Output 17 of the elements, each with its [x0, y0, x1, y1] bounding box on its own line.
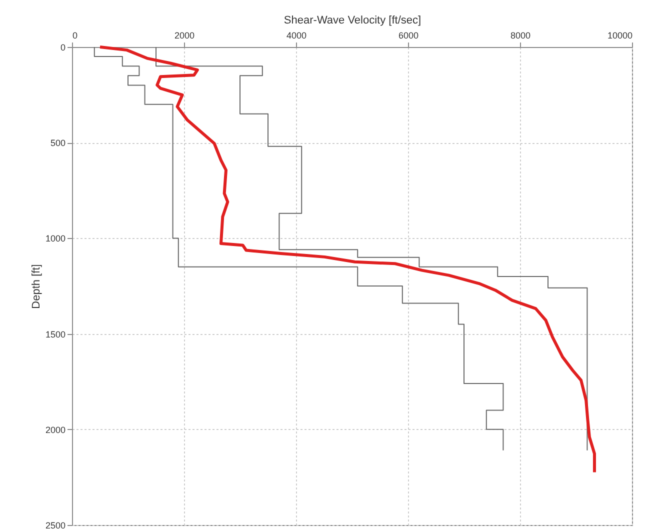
y-tick-label: 2000 [45, 424, 66, 435]
x-tick-label: 10000 [607, 30, 632, 40]
y-tick-label: 1500 [45, 329, 66, 340]
x-tick-label: 8000 [510, 30, 531, 40]
x-tick-label: 6000 [398, 30, 419, 40]
x-tick-label: 2000 [174, 30, 195, 40]
x-tick-label: 4000 [286, 30, 307, 40]
y-axis-title: Depth [ft] [30, 264, 42, 309]
y-tick-label: 500 [50, 138, 66, 148]
x-tick-label: 0 [72, 30, 78, 40]
x-axis-title: Shear-Wave Velocity [ft/sec] [284, 14, 422, 26]
line-series [156, 46, 588, 451]
y-tick-label: 2500 [45, 520, 66, 530]
y-tick-label: 1000 [45, 234, 66, 244]
line-series [98, 46, 596, 474]
line-series [94, 46, 504, 451]
y-tick-label: 0 [60, 42, 66, 52]
